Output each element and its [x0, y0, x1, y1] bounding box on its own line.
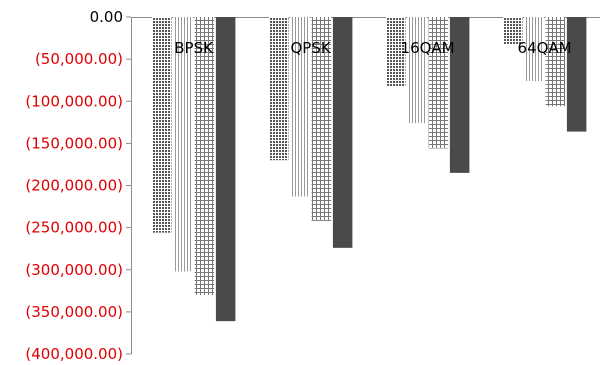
bar-qpsk-1: [269, 17, 289, 161]
y-tick-label: (150,000.00): [25, 134, 123, 152]
y-tick-label: (200,000.00): [25, 177, 123, 195]
bar-bpsk-3: [194, 17, 215, 296]
bar-qpsk-3: [311, 17, 332, 221]
category-label-bpsk: BPSK: [174, 39, 214, 57]
y-tick-label: (400,000.00): [25, 345, 123, 363]
y-axis: 0.00 (50,000.00) (100,000.00) (150,000.00) (…: [25, 8, 600, 363]
bar-bpsk-2: [173, 17, 193, 272]
category-label-qpsk: QPSK: [290, 39, 331, 57]
bar-bpsk-1: [152, 17, 172, 233]
bar-64qam-2: [524, 17, 544, 82]
bar-16qam-2: [407, 17, 427, 124]
bar-16qam-3: [428, 17, 449, 149]
bar-64qam-4: [566, 17, 587, 132]
y-tick-label: (300,000.00): [25, 261, 123, 279]
category-label-16qam: 16QAM: [401, 39, 455, 57]
bars: [152, 17, 587, 322]
bar-qpsk-4: [332, 17, 353, 248]
bar-16qam-4: [449, 17, 470, 173]
bar-bpsk-4: [215, 17, 236, 322]
y-tick-label: (50,000.00): [35, 50, 123, 68]
y-tick-label: (100,000.00): [25, 92, 123, 110]
y-tick-label: (350,000.00): [25, 303, 123, 321]
bar-16qam-1: [386, 17, 406, 87]
bar-64qam-3: [545, 17, 566, 107]
bar-qpsk-2: [290, 17, 310, 197]
bar-64qam-1: [503, 17, 523, 44]
y-tick-label: (250,000.00): [25, 219, 123, 237]
y-tick-label: 0.00: [90, 8, 123, 26]
category-label-64qam: 64QAM: [518, 39, 572, 57]
category-labels: BPSK QPSK 16QAM 64QAM: [174, 39, 571, 57]
